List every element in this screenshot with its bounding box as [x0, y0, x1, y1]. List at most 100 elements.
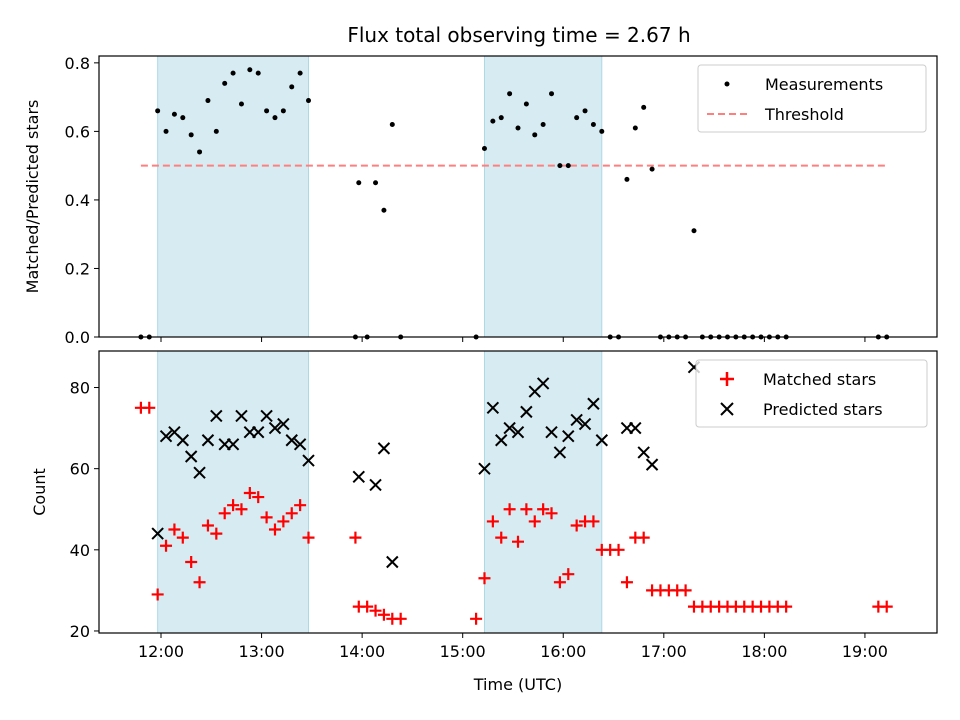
measurement-point — [289, 84, 295, 90]
y-tick-label: 0.4 — [65, 191, 90, 210]
matched-star-point — [478, 572, 491, 585]
measurement-point — [180, 115, 186, 121]
measurement-point — [155, 108, 161, 114]
predicted-star-point — [645, 458, 659, 471]
predicted-star-point — [268, 421, 282, 435]
predicted-star-point — [369, 478, 382, 492]
predicted-star-point — [260, 409, 273, 423]
bottom-xlabel: Time (UTC) — [473, 675, 562, 694]
predicted-star-point — [629, 421, 642, 435]
measurement-point — [238, 101, 244, 107]
matched-star-point — [285, 507, 298, 520]
predicted-star-point — [252, 425, 265, 439]
x-tick-label: 12:00 — [138, 642, 184, 661]
measurement-point — [255, 70, 261, 76]
predicted-star-point — [352, 470, 365, 483]
measurement-point — [632, 125, 638, 131]
measurement-point — [641, 104, 647, 110]
measurement-point — [373, 180, 379, 186]
matched-star-point — [160, 539, 173, 552]
predicted-star-point — [536, 377, 550, 390]
x-tick-label: 13:00 — [239, 642, 285, 661]
matched-star-point — [394, 612, 407, 625]
top-axes-frame — [98, 55, 938, 338]
matched-star-point — [377, 608, 390, 621]
measurement-point — [590, 122, 596, 128]
matched-star-point — [210, 527, 223, 540]
chart-title: Flux total observing time = 2.67 h — [347, 23, 690, 47]
matched-star-point — [201, 519, 214, 532]
shaded-interval — [483, 55, 603, 338]
legend-label-threshold: Threshold — [764, 105, 844, 124]
measurement-point — [557, 163, 563, 169]
matched-star-point — [151, 588, 164, 601]
y-tick-label: 0.0 — [65, 328, 90, 347]
measurement-point — [213, 128, 219, 134]
legend-marker-predicted — [720, 402, 734, 416]
measurement-point — [272, 115, 278, 121]
predicted-star-point — [595, 434, 609, 447]
measurement-point — [624, 176, 630, 182]
y-tick-label: 20 — [70, 622, 90, 641]
predicted-star-point — [159, 430, 173, 443]
top-legend: Measurements Threshold — [697, 64, 927, 133]
predicted-star-point — [478, 462, 491, 475]
matched-star-point — [277, 515, 290, 528]
y-tick-label: 60 — [70, 460, 90, 479]
matched-star-point — [620, 576, 633, 589]
matched-star-point — [470, 612, 483, 625]
matched-star-point — [294, 499, 307, 512]
matched-star-point — [302, 531, 315, 544]
predicted-star-point — [302, 454, 315, 467]
measurement-point — [230, 70, 236, 76]
bottom-legend-box — [695, 359, 928, 428]
matched-star-point — [503, 503, 516, 516]
measurement-point — [649, 166, 655, 172]
x-tick-label: 17:00 — [641, 642, 687, 661]
predicted-star-point — [587, 397, 600, 410]
predicted-star-point — [293, 438, 307, 451]
matched-star-point — [528, 515, 541, 528]
matched-star-point — [537, 503, 550, 516]
legend-label-predicted: Predicted stars — [763, 400, 883, 419]
predicted-star-point — [553, 446, 567, 459]
predicted-star-point — [235, 409, 248, 423]
measurement-point — [599, 128, 605, 134]
matched-star-point — [570, 519, 583, 532]
measurement-point — [188, 132, 194, 138]
predicted-star-point — [285, 434, 298, 447]
measurement-point — [540, 122, 546, 128]
y-tick-label: 80 — [70, 379, 90, 398]
matched-star-point — [193, 576, 206, 589]
measurement-point — [197, 149, 203, 155]
matched-star-point — [143, 401, 156, 414]
matched-star-point — [252, 491, 265, 504]
predicted-star-point — [151, 527, 164, 540]
matched-star-point — [168, 523, 181, 536]
measurement-point — [574, 115, 580, 121]
predicted-star-point — [210, 409, 223, 423]
measurement-point — [171, 111, 177, 117]
bottom-axes-frame — [98, 350, 938, 634]
measurement-point — [515, 125, 521, 131]
measurement-point — [565, 163, 571, 169]
matched-star-point — [495, 531, 508, 544]
shaded-interval — [157, 350, 309, 634]
measurement-point — [222, 80, 228, 86]
predicted-star-point — [578, 417, 592, 431]
predicted-star-point — [495, 434, 508, 447]
predicted-star-point — [570, 413, 583, 427]
measurement-point — [523, 101, 529, 107]
y-tick-label: 0.2 — [65, 259, 90, 278]
predicted-star-point — [511, 425, 525, 439]
matched-star-point — [235, 503, 248, 516]
legend-marker-measurements — [724, 81, 730, 87]
predicted-star-point — [184, 450, 198, 463]
matched-star-point — [562, 568, 575, 581]
matched-star-point — [637, 531, 650, 544]
x-tick-label: 15:00 — [440, 642, 486, 661]
predicted-star-point — [486, 401, 500, 415]
predicted-star-point — [562, 430, 575, 443]
matched-star-point — [176, 531, 189, 544]
measurement-point — [549, 91, 555, 97]
